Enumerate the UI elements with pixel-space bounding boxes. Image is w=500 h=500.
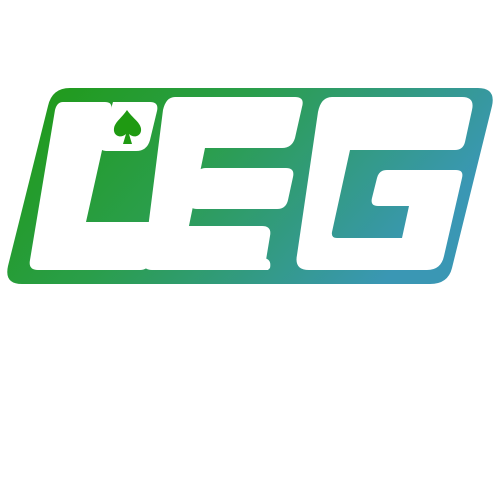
- letter-l: [29, 102, 157, 270]
- letter-e-middle: [189, 168, 294, 209]
- logo-letters: [29, 97, 473, 270]
- letter-e-bottom: [172, 226, 271, 270]
- letter-g: [296, 97, 473, 270]
- spade-icon: [113, 110, 142, 144]
